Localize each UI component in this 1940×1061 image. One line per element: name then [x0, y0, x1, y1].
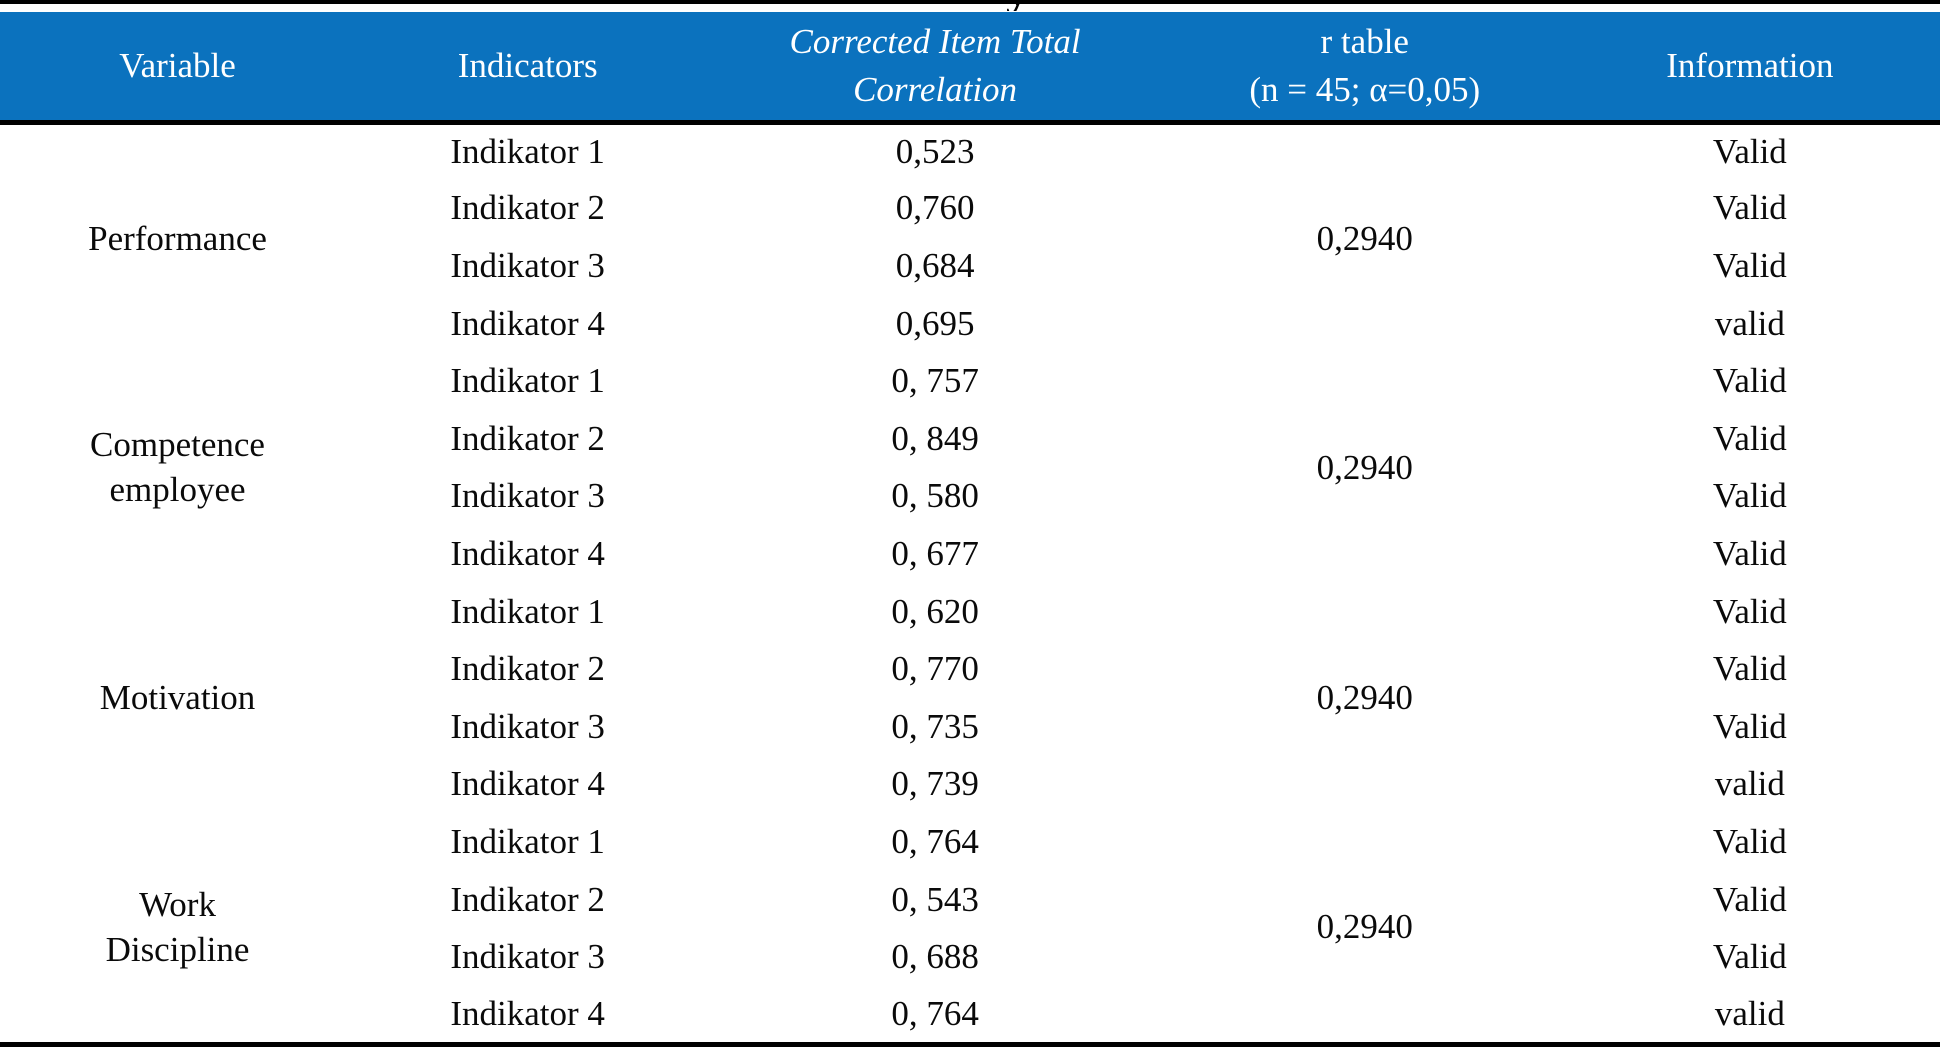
table-row: Indikator 2 0, 770 Valid: [0, 641, 1940, 699]
indicator-cell: Indikator 2: [450, 418, 605, 458]
col-header-corrected-item-total-correlation: Corrected Item Total Correlation: [700, 12, 1170, 125]
information-cell: valid: [1714, 764, 1785, 804]
correlation-cell: 0, 543: [891, 879, 979, 919]
table-row: Work Discipline Indikator 1 0, 764 0,294…: [0, 814, 1940, 969]
information-cell: Valid: [1712, 246, 1787, 286]
correlation-cell: 0, 620: [891, 591, 979, 631]
information-cell: Valid: [1712, 822, 1787, 862]
table-row: Indikator 3 0, 735 Valid: [0, 698, 1940, 756]
r-table-cell: 0,2940: [1316, 447, 1413, 487]
indicator-cell: Indikator 3: [450, 476, 605, 516]
correlation-cell: 0, 849: [891, 418, 979, 458]
col-header-r-table: r table (n = 45; α=0,05): [1169, 12, 1560, 125]
table-row: Indikator 2 0,760 Valid: [0, 180, 1940, 238]
col-header-citc-line2: Correlation: [853, 70, 1018, 109]
variable-label: Competence: [90, 425, 265, 465]
cropped-title-fragment: y: [1000, 0, 1050, 11]
table-row: Indikator 4 0,695 valid: [0, 295, 1940, 353]
variable-cell-performance: Performance: [0, 123, 355, 353]
variable-label: Performance: [88, 218, 267, 258]
indicator-cell: Indikator 3: [450, 246, 605, 286]
variable-label: Work: [139, 884, 216, 924]
variable-cell-work-discipline: Work Discipline: [0, 814, 355, 1044]
correlation-cell: 0, 770: [891, 649, 979, 689]
correlation-cell: 0, 735: [891, 706, 979, 746]
information-cell: Valid: [1712, 132, 1787, 172]
correlation-cell: 0, 764: [891, 993, 979, 1033]
indicator-cell: Indikator 1: [450, 591, 605, 631]
col-header-variable-label: Variable: [119, 45, 236, 85]
indicator-cell: Indikator 3: [450, 706, 605, 746]
indicator-cell: Indikator 4: [450, 303, 605, 343]
col-header-r-table-line1: r table: [1320, 21, 1409, 61]
r-table-cell: 0,2940: [1316, 678, 1413, 718]
information-cell: Valid: [1712, 534, 1787, 574]
header-row: Variable Indicators Corrected Item Total…: [0, 12, 1940, 125]
correlation-cell: 0, 757: [891, 361, 979, 401]
indicator-cell: Indikator 4: [450, 764, 605, 804]
col-header-information: Information: [1559, 12, 1940, 125]
table-row: Motivation Indikator 1 0, 620 0,2940 Val…: [0, 583, 1940, 717]
col-header-citc-line1: Corrected Item Total: [789, 21, 1081, 61]
correlation-cell: 0,523: [895, 132, 975, 172]
table-row: Competence employee Indikator 1 0, 757 0…: [0, 353, 1940, 509]
validity-test-table: Variable Indicators Corrected Item Total…: [0, 12, 1940, 1047]
indicator-cell: Indikator 1: [450, 822, 605, 862]
information-cell: Valid: [1712, 937, 1787, 977]
indicator-cell: Indikator 1: [450, 132, 605, 172]
correlation-cell: 0, 677: [891, 534, 979, 574]
indicator-cell: Indikator 2: [450, 879, 605, 919]
table-row: Indikator 3 0, 688 Valid: [0, 929, 1940, 987]
table-row: Indikator 3 0,684 Valid: [0, 238, 1940, 296]
title-descender-glyph: y: [1006, 0, 1029, 11]
information-cell: Valid: [1712, 879, 1787, 919]
table-row: Indikator 2 0, 543 Valid: [0, 871, 1940, 929]
table-row: Indikator 4 0, 764 valid: [0, 986, 1940, 1044]
col-header-r-table-line2: (n = 45; α=0,05): [1249, 70, 1481, 109]
r-table-cell: 0,2940: [1316, 218, 1413, 258]
indicator-cell: Indikator 4: [450, 534, 605, 574]
col-header-indicators: Indicators: [355, 12, 701, 125]
col-header-indicators-label: Indicators: [457, 45, 598, 85]
correlation-cell: 0, 739: [891, 764, 979, 804]
information-cell: valid: [1714, 993, 1785, 1033]
col-header-information-label: Information: [1666, 45, 1834, 85]
col-header-variable: Variable: [0, 12, 356, 125]
table-top-rule: [0, 0, 1940, 4]
information-cell: valid: [1714, 303, 1785, 343]
variable-cell-motivation: Motivation: [0, 583, 355, 813]
correlation-cell: 0, 764: [891, 822, 979, 862]
indicator-cell: Indikator 4: [450, 993, 605, 1033]
information-cell: Valid: [1712, 706, 1787, 746]
correlation-cell: 0,760: [895, 188, 975, 228]
information-cell: Valid: [1712, 361, 1787, 401]
table-body: Performance Indikator 1 0,523 0,2940 Val…: [0, 123, 1940, 1045]
information-cell: Valid: [1712, 418, 1787, 458]
indicator-cell: Indikator 3: [450, 937, 605, 977]
correlation-cell: 0,684: [895, 246, 975, 286]
indicator-cell: Indikator 2: [450, 649, 605, 689]
correlation-cell: 0, 688: [891, 937, 979, 977]
variable-label-line2: employee: [109, 470, 246, 510]
information-cell: Valid: [1712, 591, 1787, 631]
correlation-cell: 0, 580: [891, 476, 979, 516]
information-cell: Valid: [1712, 476, 1787, 516]
information-cell: Valid: [1712, 649, 1787, 689]
indicator-cell: Indikator 1: [450, 361, 605, 401]
indicator-cell: Indikator 2: [450, 188, 605, 228]
table-row: Indikator 2 0, 849 Valid: [0, 410, 1940, 468]
variable-label-line2: Discipline: [105, 929, 250, 969]
information-cell: Valid: [1712, 188, 1787, 228]
table-row: Indikator 3 0, 580 Valid: [0, 468, 1940, 526]
table-header: Variable Indicators Corrected Item Total…: [0, 12, 1940, 125]
correlation-cell: 0,695: [895, 303, 975, 343]
r-table-cell: 0,2940: [1316, 907, 1413, 947]
variable-label: Motivation: [99, 678, 256, 718]
variable-cell-competence-employee: Competence employee: [0, 353, 355, 583]
table-row: Performance Indikator 1 0,523 0,2940 Val…: [0, 123, 1940, 257]
table-row: Indikator 4 0, 739 valid: [0, 756, 1940, 814]
table-row: Indikator 4 0, 677 Valid: [0, 526, 1940, 584]
